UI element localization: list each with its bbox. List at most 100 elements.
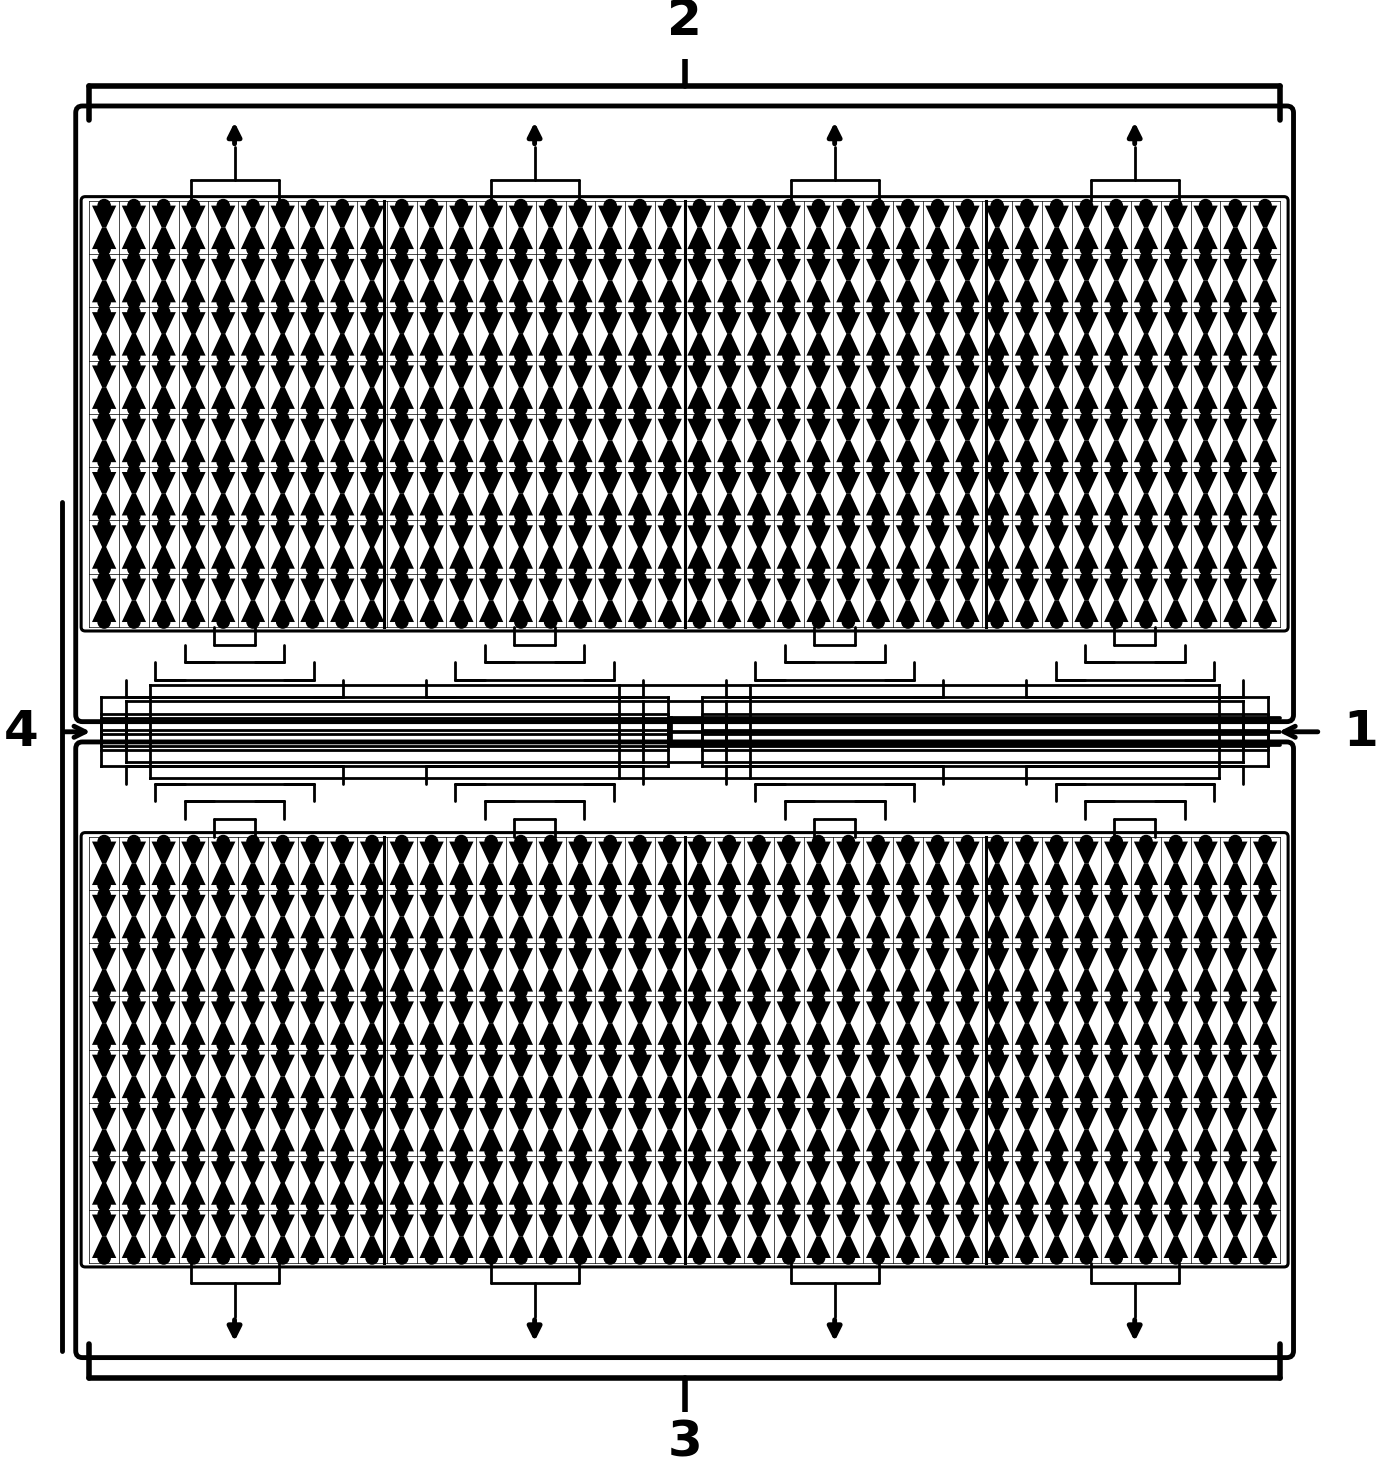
- Circle shape: [1259, 253, 1271, 265]
- Polygon shape: [1223, 546, 1248, 568]
- Circle shape: [723, 942, 736, 954]
- Circle shape: [1110, 199, 1122, 211]
- Circle shape: [545, 350, 556, 362]
- Polygon shape: [955, 1108, 980, 1130]
- Polygon shape: [926, 312, 949, 334]
- Polygon shape: [121, 1214, 146, 1236]
- Polygon shape: [926, 419, 949, 441]
- Circle shape: [515, 1253, 527, 1264]
- Circle shape: [842, 456, 854, 469]
- Circle shape: [633, 932, 646, 945]
- Circle shape: [247, 563, 259, 574]
- Polygon shape: [1163, 312, 1188, 334]
- Circle shape: [337, 1253, 348, 1264]
- Circle shape: [574, 932, 586, 945]
- Polygon shape: [598, 1162, 622, 1182]
- Circle shape: [723, 1253, 736, 1264]
- Circle shape: [932, 615, 944, 628]
- Polygon shape: [538, 895, 563, 917]
- Polygon shape: [509, 1162, 533, 1182]
- Circle shape: [128, 519, 139, 532]
- Polygon shape: [1163, 387, 1188, 409]
- Circle shape: [515, 932, 527, 945]
- Circle shape: [337, 510, 348, 522]
- Polygon shape: [330, 312, 355, 334]
- Circle shape: [128, 932, 139, 945]
- Polygon shape: [1163, 1077, 1188, 1099]
- Circle shape: [1021, 1156, 1034, 1168]
- Circle shape: [932, 519, 944, 532]
- Polygon shape: [718, 387, 741, 409]
- Polygon shape: [420, 1214, 444, 1236]
- Polygon shape: [1253, 365, 1278, 387]
- Circle shape: [1050, 296, 1063, 309]
- Circle shape: [366, 456, 378, 469]
- Polygon shape: [301, 841, 324, 863]
- Circle shape: [425, 519, 437, 532]
- Polygon shape: [569, 1182, 592, 1204]
- Circle shape: [484, 1146, 497, 1157]
- Circle shape: [157, 615, 170, 628]
- Polygon shape: [270, 948, 295, 970]
- Circle shape: [872, 1209, 885, 1220]
- Circle shape: [455, 1156, 468, 1168]
- Circle shape: [98, 296, 110, 309]
- Polygon shape: [926, 227, 949, 249]
- Polygon shape: [241, 334, 265, 356]
- Polygon shape: [836, 841, 861, 863]
- Circle shape: [872, 932, 885, 945]
- Circle shape: [574, 1102, 586, 1113]
- Circle shape: [306, 243, 319, 255]
- Circle shape: [633, 1253, 646, 1264]
- Polygon shape: [658, 419, 682, 441]
- Circle shape: [991, 1049, 1003, 1061]
- Polygon shape: [1045, 526, 1070, 546]
- Polygon shape: [330, 1055, 355, 1077]
- Circle shape: [247, 296, 259, 309]
- Circle shape: [337, 889, 348, 901]
- Polygon shape: [867, 259, 890, 281]
- Polygon shape: [301, 917, 324, 938]
- Circle shape: [188, 510, 200, 522]
- Polygon shape: [569, 948, 592, 970]
- Polygon shape: [628, 259, 653, 281]
- Circle shape: [98, 879, 110, 891]
- Circle shape: [574, 350, 586, 362]
- Circle shape: [1259, 1039, 1271, 1050]
- Circle shape: [455, 995, 468, 1008]
- Circle shape: [753, 986, 765, 998]
- Circle shape: [366, 932, 378, 945]
- Circle shape: [1199, 889, 1212, 901]
- Circle shape: [337, 1146, 348, 1157]
- Polygon shape: [867, 387, 890, 409]
- Circle shape: [396, 296, 408, 309]
- Polygon shape: [658, 1077, 682, 1099]
- Circle shape: [455, 253, 468, 265]
- Polygon shape: [1223, 948, 1248, 970]
- Polygon shape: [1075, 1236, 1098, 1258]
- Circle shape: [1259, 350, 1271, 362]
- Polygon shape: [92, 579, 116, 601]
- Polygon shape: [867, 1023, 890, 1045]
- Circle shape: [188, 889, 200, 901]
- Circle shape: [98, 519, 110, 532]
- Polygon shape: [420, 526, 444, 546]
- Circle shape: [842, 243, 854, 255]
- Polygon shape: [777, 1023, 800, 1045]
- Circle shape: [98, 1039, 110, 1050]
- Polygon shape: [479, 917, 504, 938]
- Polygon shape: [1014, 526, 1039, 546]
- Polygon shape: [658, 312, 682, 334]
- Polygon shape: [896, 579, 920, 601]
- Circle shape: [842, 413, 854, 425]
- Polygon shape: [718, 281, 741, 302]
- Circle shape: [1050, 243, 1063, 255]
- Circle shape: [247, 359, 259, 372]
- Circle shape: [545, 1039, 556, 1050]
- Polygon shape: [152, 205, 175, 227]
- Polygon shape: [211, 1023, 236, 1045]
- Circle shape: [188, 573, 200, 585]
- Polygon shape: [569, 494, 592, 516]
- Circle shape: [962, 199, 973, 211]
- Polygon shape: [538, 948, 563, 970]
